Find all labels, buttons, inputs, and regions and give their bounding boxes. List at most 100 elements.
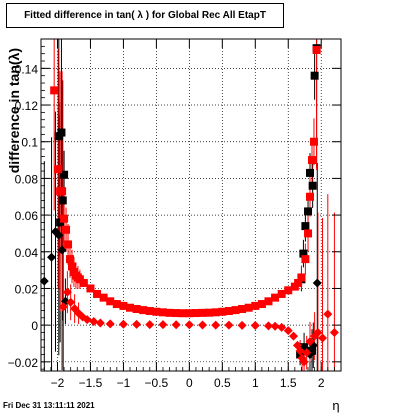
- data-point-square: [64, 240, 73, 249]
- data-point-diamond: [158, 320, 168, 330]
- data-point-square: [58, 187, 67, 196]
- data-point-square: [312, 46, 321, 55]
- x-tick-label: 1.5: [280, 376, 297, 390]
- y-tick-label: 0.1: [21, 136, 38, 150]
- data-point-square: [294, 278, 303, 287]
- data-point-square: [93, 289, 102, 298]
- data-point-square: [244, 303, 253, 312]
- data-point-square: [297, 273, 306, 282]
- data-point-square: [60, 170, 69, 179]
- data-point-diamond: [323, 309, 333, 319]
- data-point-diamond: [289, 331, 299, 341]
- data-point-square: [224, 307, 233, 316]
- data-point-square: [165, 308, 174, 317]
- y-tick-label: −0.02: [8, 356, 39, 370]
- chart-title: Fitted difference in tan( λ ) for Global…: [6, 3, 284, 28]
- y-tick-label: 0.08: [15, 172, 39, 186]
- data-point-diamond: [277, 322, 287, 332]
- x-tick-label: 0.5: [214, 376, 231, 390]
- data-point-square: [60, 214, 69, 223]
- tick-labels: −2 −1.5 −1 −0.5 0 0.5 1 1.5 2 −0.02 0 0.02 0.04 0.06 0…: [8, 62, 325, 390]
- data-point-square: [57, 128, 66, 137]
- data-point-square: [79, 278, 88, 287]
- data-point-square: [257, 300, 266, 309]
- data-point-diamond: [250, 321, 260, 331]
- data-point-square: [306, 192, 315, 201]
- data-point-square: [310, 71, 319, 80]
- y-tick-label: 0: [31, 319, 38, 333]
- data-point-diamond: [313, 327, 323, 337]
- data-point-diamond: [145, 320, 155, 330]
- data-point-square: [58, 196, 67, 205]
- data-point-diamond: [329, 327, 339, 337]
- data-point-square: [112, 300, 121, 309]
- data-point-diamond: [198, 320, 208, 330]
- data-point-square: [54, 165, 63, 174]
- data-point-diamond: [58, 302, 68, 312]
- data-point-square: [132, 305, 141, 314]
- data-point-square: [304, 207, 313, 216]
- data-point-diamond: [62, 287, 72, 297]
- data-point-diamond: [171, 320, 181, 330]
- data-point-diamond: [237, 320, 247, 330]
- data-point-square: [301, 222, 310, 231]
- data-point-square: [307, 156, 316, 165]
- data-point-square: [308, 181, 317, 190]
- data-point-square: [185, 309, 194, 318]
- data-point-diamond: [118, 319, 128, 329]
- data-point-square: [251, 301, 260, 310]
- data-point-square: [158, 308, 167, 317]
- x-tick-label: 0: [186, 376, 193, 390]
- data-point-square: [62, 225, 71, 234]
- data-point-diamond: [295, 346, 305, 356]
- data-point-diamond: [132, 319, 142, 329]
- data-point-diamond: [105, 319, 115, 329]
- data-point-square: [309, 137, 318, 146]
- data-point-square: [152, 307, 161, 316]
- data-point-square: [178, 309, 187, 318]
- data-point-square: [106, 297, 115, 306]
- data-point-square: [126, 303, 135, 312]
- data-point-diamond: [211, 320, 221, 330]
- data-point-square: [50, 86, 59, 95]
- x-tick-label: 1: [252, 376, 259, 390]
- data-point-square: [218, 307, 227, 316]
- data-point-square: [86, 284, 95, 293]
- data-point-square: [299, 249, 308, 258]
- y-axis-label: difference in tan(λ): [6, 48, 22, 173]
- data-point-square: [231, 306, 240, 315]
- data-markers: [39, 44, 339, 367]
- data-point-diamond: [299, 357, 309, 367]
- data-point-square: [277, 289, 286, 298]
- data-point-diamond: [318, 333, 328, 343]
- data-point-square: [300, 343, 309, 352]
- y-tick-label: 0.02: [15, 282, 39, 296]
- x-tick-label: 2: [318, 376, 325, 390]
- x-tick-label: −2: [51, 376, 65, 390]
- data-point-diamond: [95, 318, 105, 328]
- data-point-diamond: [263, 321, 273, 331]
- y-tick-label: 0.12: [15, 99, 39, 113]
- data-point-diamond: [47, 252, 57, 262]
- data-point-square: [264, 297, 273, 306]
- data-point-square: [99, 293, 108, 302]
- data-point-diamond: [224, 320, 234, 330]
- data-point-square: [145, 307, 154, 316]
- y-tick-label: 0.14: [15, 62, 39, 76]
- data-point-square: [307, 346, 316, 355]
- data-point-diamond: [54, 230, 64, 240]
- data-point-square: [301, 255, 310, 264]
- data-point-square: [205, 308, 214, 317]
- data-point-square: [271, 293, 280, 302]
- data-point-square: [66, 255, 75, 264]
- x-axis-label: η: [332, 398, 339, 413]
- data-point-diamond: [305, 337, 315, 347]
- y-tick-label: 0.04: [15, 246, 39, 260]
- y-tick-label: 0.06: [15, 209, 39, 223]
- data-point-square: [191, 309, 200, 318]
- x-tick-label: −1: [117, 376, 131, 390]
- data-point-square: [238, 305, 247, 314]
- data-point-square: [119, 301, 128, 310]
- data-point-diamond: [82, 315, 92, 325]
